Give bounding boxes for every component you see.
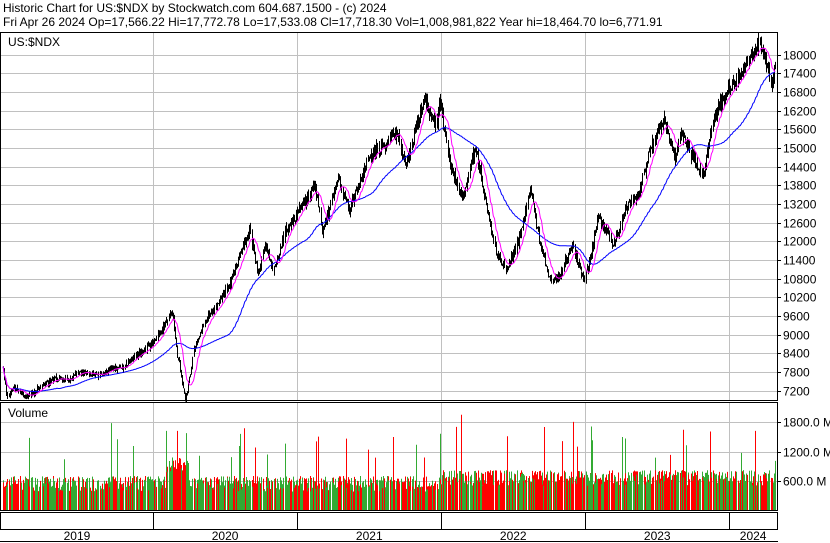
volume-tick-label: 1200.0 M	[783, 446, 830, 460]
x-axis-frame	[0, 512, 778, 530]
price-tick-label: 8400	[783, 347, 810, 361]
price-tick-label: 15000	[783, 142, 817, 156]
volume-bars	[3, 414, 776, 510]
price-tick-label: 16200	[783, 105, 817, 119]
price-tick-label: 11400	[783, 254, 816, 268]
grid-lines	[1, 33, 777, 510]
year-axis-labels: 2019 2020 2021 2022 2023 2024	[64, 512, 767, 543]
price-tick-label: 13200	[783, 198, 817, 212]
chart-header-quote: Fri Apr 26 2024 Op=17,566.22 Hi=17,772.7…	[3, 15, 663, 29]
year-label: 2020	[212, 529, 239, 543]
price-tick-label: 17400	[783, 67, 817, 81]
price-tick-label: 12000	[783, 235, 817, 249]
price-panel-frame	[0, 32, 778, 401]
moving-average-long-line	[2, 70, 776, 393]
year-label: 2023	[644, 529, 671, 543]
volume-tick-label: 1800.0 M	[783, 416, 830, 430]
price-tick-label: 7200	[783, 385, 810, 399]
price-tick-label: 10800	[783, 273, 817, 287]
year-label: 2019	[64, 529, 91, 543]
price-tick-label: 9000	[783, 329, 810, 343]
price-tick-label: 7800	[783, 366, 810, 380]
price-tick-label: 9600	[783, 310, 810, 324]
price-tick-label: 14400	[783, 161, 817, 175]
volume-axis-ticks: 1800.0 M 1200.0 M 600.0 M	[777, 416, 830, 489]
volume-tick-label: 600.0 M	[783, 475, 826, 489]
price-axis-ticks: 18000 17400 16800 16200 15600 15000 14400 13800…	[777, 49, 817, 399]
price-tick-label: 15600	[783, 123, 817, 137]
year-label: 2022	[500, 529, 527, 543]
price-tick-label: 10200	[783, 291, 817, 305]
price-tick-label: 13800	[783, 179, 817, 193]
price-bars	[3, 33, 776, 403]
volume-panel-title: Volume	[8, 406, 48, 420]
price-tick-label: 12600	[783, 217, 817, 231]
symbol-label: US:$NDX	[8, 35, 60, 49]
year-label: 2021	[356, 529, 383, 543]
price-tick-label: 18000	[783, 49, 817, 63]
year-label: 2024	[740, 529, 767, 543]
chart-header-title: Historic Chart for US:$NDX by Stockwatch…	[3, 1, 387, 15]
moving-average-short-line	[2, 47, 776, 396]
price-tick-label: 16800	[783, 86, 817, 100]
